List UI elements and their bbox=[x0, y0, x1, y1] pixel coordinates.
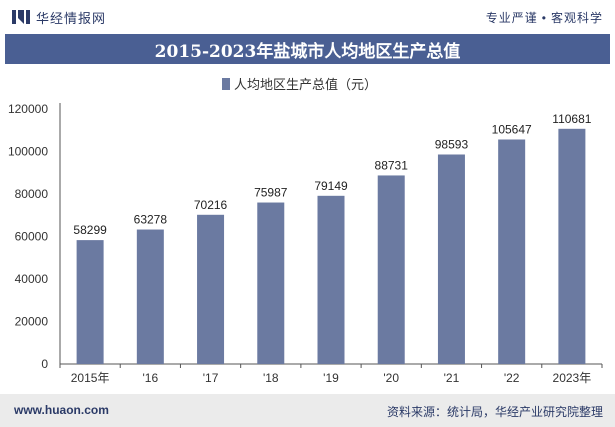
chart-title: 2015-2023年盐城市人均地区生产总值 bbox=[154, 41, 461, 62]
bar bbox=[317, 195, 345, 364]
data-source: 资料来源：统计局，华经产业研究院整理 bbox=[386, 405, 603, 419]
brand: 华经情报网 bbox=[12, 8, 106, 26]
bar bbox=[136, 229, 164, 364]
x-tick-label: '19 bbox=[323, 371, 339, 385]
top-bar: 华经情报网 专业严谨 • 客观科学 bbox=[0, 0, 615, 34]
tagline-right: 客观科学 bbox=[550, 11, 603, 25]
bar-value-label: 79149 bbox=[314, 179, 348, 193]
y-tick-label: 20000 bbox=[15, 315, 49, 329]
x-tick-label: 2023年 bbox=[553, 371, 592, 385]
bar bbox=[76, 240, 104, 364]
y-tick-label: 0 bbox=[41, 357, 48, 371]
tagline: 专业严谨 • 客观科学 bbox=[486, 9, 603, 26]
bar bbox=[558, 128, 586, 364]
title-bar: 2015-2023年盐城市人均地区生产总值 bbox=[5, 34, 610, 64]
bar-value-label: 105647 bbox=[492, 123, 532, 137]
bar bbox=[197, 214, 225, 364]
bar-value-label: 110681 bbox=[552, 112, 591, 126]
bullet-separator-icon: • bbox=[541, 11, 547, 25]
bar bbox=[437, 154, 465, 364]
footer: www.huaon.com 资料来源：统计局，华经产业研究院整理 bbox=[0, 394, 615, 427]
x-tick-label: '17 bbox=[203, 371, 219, 385]
huajing-logo-icon bbox=[12, 10, 30, 24]
x-tick-label: '16 bbox=[143, 371, 159, 385]
bar-value-label: 58299 bbox=[73, 223, 107, 237]
bar-value-label: 63278 bbox=[134, 213, 168, 227]
bar-chart: 人均地区生产总值（元） 0 20000 40000 60000 80000 100000 12… bbox=[8, 77, 603, 385]
x-tick-label: '20 bbox=[383, 371, 399, 385]
y-tick-label: 40000 bbox=[15, 272, 49, 286]
y-tick-label: 100000 bbox=[8, 145, 48, 159]
y-tick-label: 120000 bbox=[8, 102, 48, 116]
legend-label: 人均地区生产总值（元） bbox=[234, 77, 377, 92]
x-tick-label: '22 bbox=[504, 371, 520, 385]
brand-name: 华经情报网 bbox=[36, 10, 107, 26]
bar-value-label: 88731 bbox=[375, 158, 409, 172]
x-tick-label: '18 bbox=[263, 371, 279, 385]
x-tick-label: '21 bbox=[444, 371, 460, 385]
y-tick-label: 60000 bbox=[15, 230, 49, 244]
bar bbox=[498, 139, 526, 364]
tagline-left: 专业严谨 bbox=[485, 11, 538, 25]
bar-value-label: 75987 bbox=[254, 186, 288, 200]
bar-value-label: 70216 bbox=[194, 198, 228, 212]
bar bbox=[377, 175, 405, 364]
bar bbox=[257, 202, 285, 364]
website-link[interactable]: www.huaon.com bbox=[14, 403, 109, 417]
bar-value-label: 98593 bbox=[435, 137, 469, 151]
legend-swatch bbox=[222, 78, 230, 90]
y-tick-label: 80000 bbox=[15, 187, 49, 201]
x-tick-label: 2015年 bbox=[71, 371, 110, 385]
